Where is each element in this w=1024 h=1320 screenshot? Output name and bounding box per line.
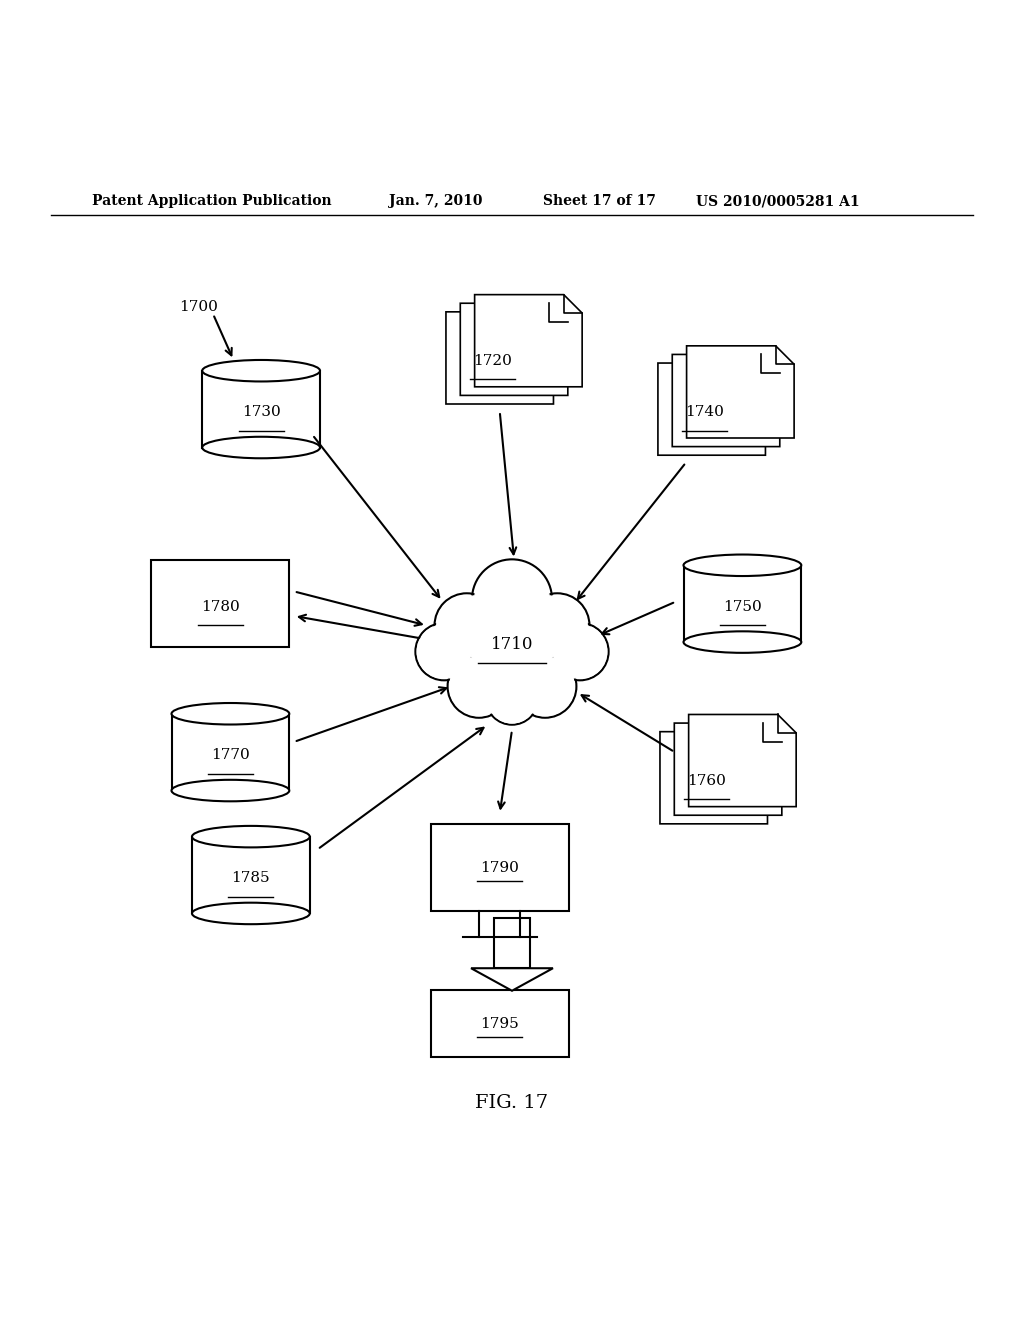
Circle shape	[485, 672, 539, 725]
FancyBboxPatch shape	[193, 837, 309, 913]
Circle shape	[447, 655, 510, 718]
Circle shape	[475, 562, 549, 636]
FancyBboxPatch shape	[430, 825, 569, 911]
Ellipse shape	[172, 780, 290, 801]
Polygon shape	[686, 346, 795, 438]
Polygon shape	[494, 917, 530, 969]
Polygon shape	[471, 969, 553, 991]
Polygon shape	[475, 294, 582, 387]
FancyBboxPatch shape	[684, 565, 801, 642]
Circle shape	[434, 593, 499, 657]
Text: Patent Application Publication: Patent Application Publication	[92, 194, 332, 209]
Ellipse shape	[203, 360, 319, 381]
Circle shape	[527, 595, 587, 656]
Text: 1700: 1700	[179, 300, 218, 314]
Ellipse shape	[193, 903, 309, 924]
Text: Jan. 7, 2010: Jan. 7, 2010	[389, 194, 482, 209]
Ellipse shape	[684, 554, 801, 576]
Polygon shape	[688, 714, 797, 807]
Circle shape	[467, 599, 557, 690]
Circle shape	[525, 593, 590, 657]
Polygon shape	[461, 304, 567, 396]
Text: 1740: 1740	[685, 405, 724, 420]
Text: 1795: 1795	[480, 1016, 519, 1031]
Ellipse shape	[684, 631, 801, 653]
FancyBboxPatch shape	[172, 714, 290, 791]
Text: US 2010/0005281 A1: US 2010/0005281 A1	[696, 194, 860, 209]
Text: FIG. 17: FIG. 17	[475, 1094, 549, 1113]
FancyBboxPatch shape	[152, 560, 289, 647]
Text: 1770: 1770	[211, 748, 250, 762]
Text: 1730: 1730	[242, 405, 281, 420]
Text: 1710: 1710	[490, 636, 534, 653]
Text: 1720: 1720	[473, 354, 512, 368]
Circle shape	[553, 624, 606, 678]
Polygon shape	[674, 723, 782, 816]
Circle shape	[487, 675, 537, 723]
Circle shape	[418, 624, 471, 678]
Circle shape	[472, 560, 552, 639]
FancyBboxPatch shape	[203, 371, 319, 447]
Circle shape	[416, 623, 473, 680]
Polygon shape	[657, 363, 765, 455]
Circle shape	[551, 623, 608, 680]
Ellipse shape	[172, 704, 290, 725]
Text: Sheet 17 of 17: Sheet 17 of 17	[543, 194, 655, 209]
Polygon shape	[672, 355, 780, 446]
Text: 1760: 1760	[687, 774, 726, 788]
Circle shape	[437, 595, 497, 656]
Circle shape	[516, 657, 574, 715]
FancyBboxPatch shape	[430, 990, 569, 1057]
Text: 1785: 1785	[231, 871, 270, 886]
Ellipse shape	[193, 826, 309, 847]
Circle shape	[450, 657, 508, 715]
Text: 1790: 1790	[480, 861, 519, 875]
Circle shape	[470, 602, 554, 686]
Text: 1750: 1750	[723, 599, 762, 614]
Text: 1780: 1780	[201, 599, 240, 614]
Polygon shape	[659, 731, 768, 824]
Circle shape	[514, 655, 577, 718]
Ellipse shape	[203, 437, 319, 458]
Polygon shape	[446, 312, 553, 404]
